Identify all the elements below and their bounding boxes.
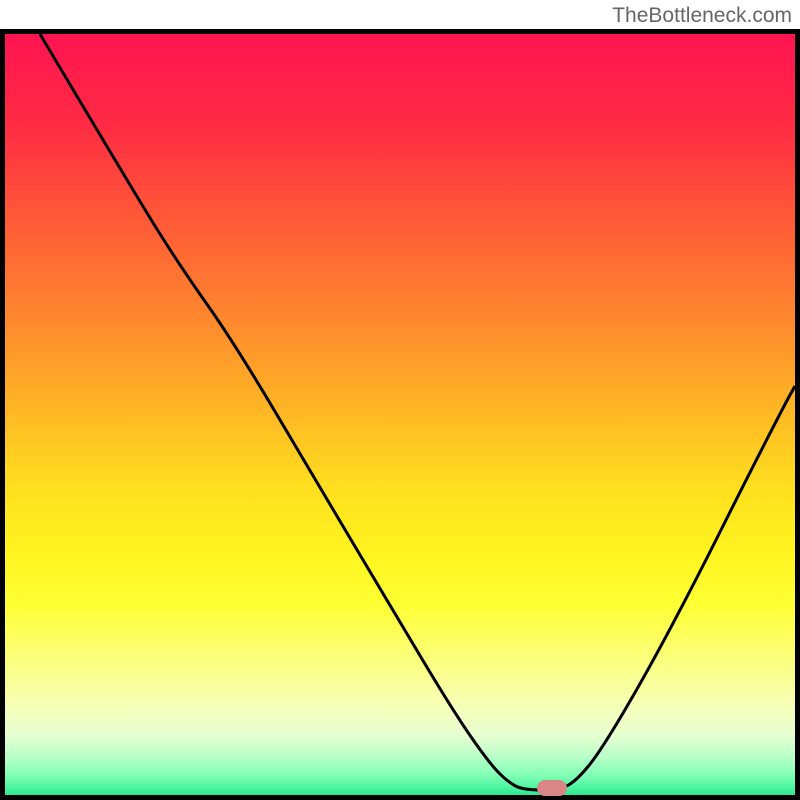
chart-frame <box>0 29 800 800</box>
watermark-text: TheBottleneck.com <box>612 4 792 28</box>
optimal-marker <box>537 780 567 796</box>
plot-area <box>5 34 795 795</box>
bottleneck-curve <box>5 34 795 795</box>
